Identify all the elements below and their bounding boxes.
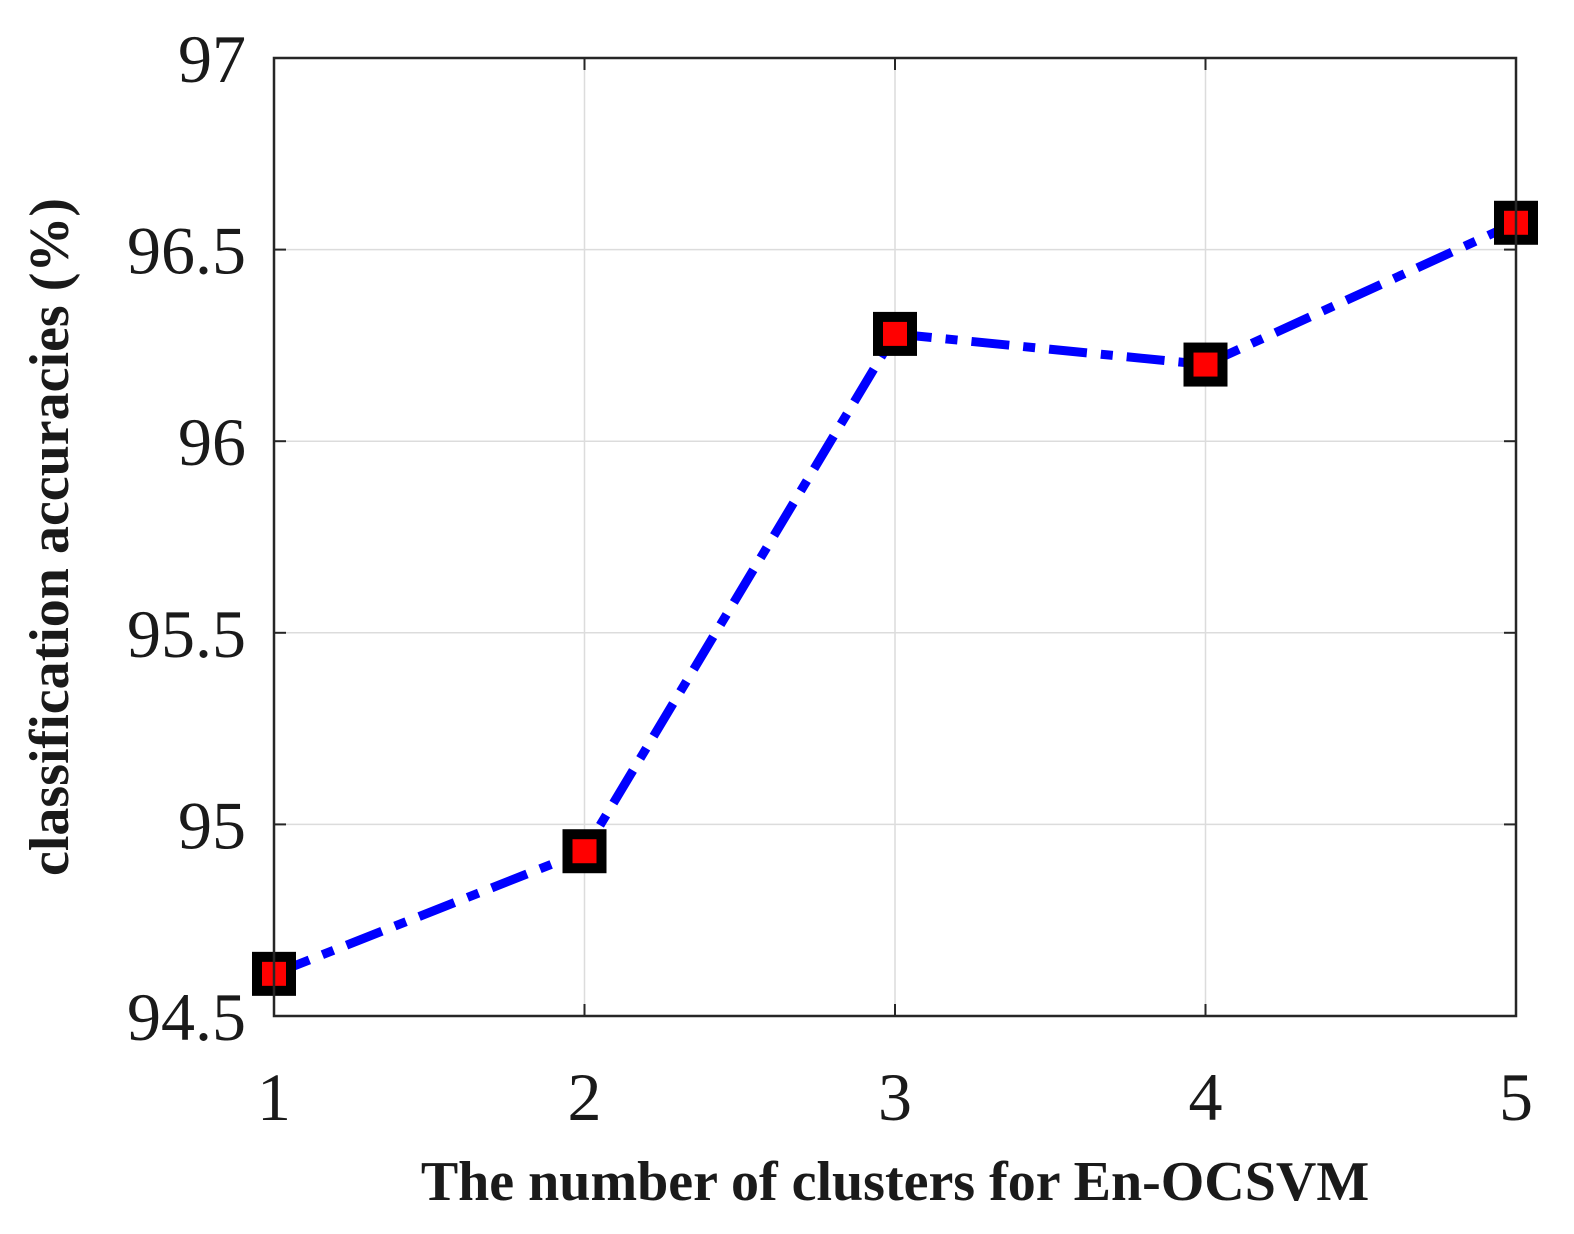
x-tick-label: 2 bbox=[568, 1059, 602, 1135]
grid-lines bbox=[273, 57, 1517, 1017]
x-tick-label: 5 bbox=[1499, 1059, 1533, 1135]
y-tick-label: 95 bbox=[178, 787, 246, 863]
data-point-marker bbox=[1183, 342, 1228, 387]
y-tick-label: 96 bbox=[178, 404, 246, 480]
x-tick-label: 4 bbox=[1189, 1059, 1223, 1135]
x-tick-label: 3 bbox=[878, 1059, 912, 1135]
x-tick-label: 1 bbox=[257, 1059, 291, 1135]
y-tick-label: 96.5 bbox=[127, 213, 246, 289]
data-point-marker bbox=[873, 311, 917, 356]
y-tick-label: 95.5 bbox=[127, 596, 246, 672]
y-tick-labels: 94.5 95 95.5 96 96.5 97 bbox=[127, 21, 246, 1055]
y-axis-title: classification accuracies (%) bbox=[19, 198, 81, 876]
data-point-marker bbox=[562, 829, 607, 874]
y-tick-label: 94.5 bbox=[127, 979, 246, 1055]
x-axis-title: The number of clusters for En-OCSVM bbox=[421, 1151, 1369, 1213]
x-tick-labels: 1 2 3 4 5 bbox=[257, 1059, 1533, 1135]
tick-marks bbox=[273, 57, 1517, 1017]
y-tick-label: 97 bbox=[178, 21, 246, 97]
